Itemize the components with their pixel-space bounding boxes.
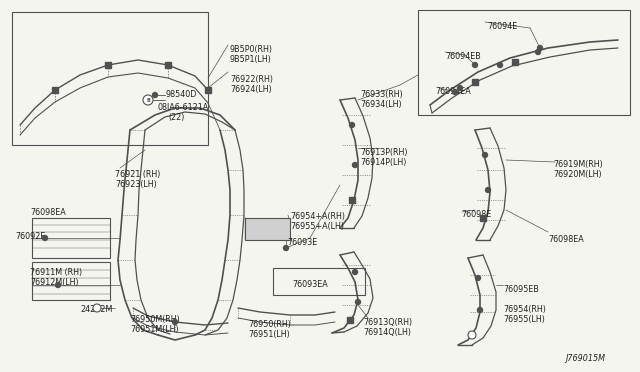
Circle shape xyxy=(353,163,358,167)
Text: 76094EA: 76094EA xyxy=(435,87,471,96)
Text: 76933(RH)
76934(LH): 76933(RH) 76934(LH) xyxy=(360,90,403,109)
Text: B: B xyxy=(146,97,150,103)
Text: 24272M: 24272M xyxy=(80,305,113,314)
Circle shape xyxy=(468,331,476,339)
Text: 76095EB: 76095EB xyxy=(503,285,539,294)
Bar xyxy=(205,87,211,93)
Circle shape xyxy=(284,246,289,250)
Bar xyxy=(105,62,111,68)
Text: 76098EA: 76098EA xyxy=(548,235,584,244)
Bar xyxy=(349,197,355,203)
Text: 76913P(RH)
76914P(LH): 76913P(RH) 76914P(LH) xyxy=(360,148,408,167)
Circle shape xyxy=(477,308,483,312)
Text: 08IA6-6121A: 08IA6-6121A xyxy=(157,103,208,112)
Circle shape xyxy=(93,304,101,312)
Circle shape xyxy=(536,49,541,55)
Bar xyxy=(52,87,58,93)
Circle shape xyxy=(458,86,463,90)
Text: 76094EB: 76094EB xyxy=(445,52,481,61)
Text: 76921 (RH)
76923(LH): 76921 (RH) 76923(LH) xyxy=(115,170,161,189)
Circle shape xyxy=(355,299,360,305)
Circle shape xyxy=(152,93,157,97)
Text: 76954+A(RH)
76955+A(LH): 76954+A(RH) 76955+A(LH) xyxy=(290,212,345,231)
Bar xyxy=(418,10,630,115)
Circle shape xyxy=(497,62,502,67)
Bar xyxy=(273,268,365,295)
Text: 76093EA: 76093EA xyxy=(292,280,328,289)
Bar xyxy=(480,215,486,221)
Bar xyxy=(12,12,208,145)
Circle shape xyxy=(349,122,355,128)
Bar xyxy=(165,62,171,68)
Circle shape xyxy=(452,90,458,94)
Circle shape xyxy=(476,276,481,280)
Circle shape xyxy=(472,62,477,67)
Text: 76919M(RH)
76920M(LH): 76919M(RH) 76920M(LH) xyxy=(553,160,603,179)
Text: 98540D: 98540D xyxy=(165,90,196,99)
Text: 9B5P0(RH)
9B5P1(LH): 9B5P0(RH) 9B5P1(LH) xyxy=(230,45,273,64)
Bar xyxy=(32,218,110,258)
Text: 76094E: 76094E xyxy=(487,22,517,31)
Circle shape xyxy=(353,269,358,275)
Text: 76098EA: 76098EA xyxy=(30,208,66,217)
Text: 76954(RH)
76955(LH): 76954(RH) 76955(LH) xyxy=(503,305,546,324)
Text: 76092E: 76092E xyxy=(15,232,45,241)
Bar xyxy=(32,262,110,300)
Text: J769015M: J769015M xyxy=(565,354,605,363)
Text: 76950M(RH)
76951M(LH): 76950M(RH) 76951M(LH) xyxy=(130,315,180,334)
Circle shape xyxy=(42,235,47,241)
Text: 76950(RH)
76951(LH): 76950(RH) 76951(LH) xyxy=(248,320,291,339)
Bar xyxy=(512,59,518,65)
Text: 76911M (RH)
76912M(LH): 76911M (RH) 76912M(LH) xyxy=(30,268,82,288)
Text: 76098E: 76098E xyxy=(461,210,492,219)
Text: (22): (22) xyxy=(168,113,184,122)
Text: 76922(RH)
76924(LH): 76922(RH) 76924(LH) xyxy=(230,75,273,94)
Circle shape xyxy=(483,153,488,157)
Circle shape xyxy=(143,95,153,105)
Bar xyxy=(245,218,290,240)
Bar xyxy=(472,79,478,85)
Circle shape xyxy=(538,45,543,51)
Text: 76093E: 76093E xyxy=(287,238,317,247)
Text: 76913Q(RH)
76914Q(LH): 76913Q(RH) 76914Q(LH) xyxy=(363,318,412,337)
Circle shape xyxy=(173,320,177,324)
Circle shape xyxy=(56,282,61,288)
Bar xyxy=(347,317,353,323)
Circle shape xyxy=(486,187,490,192)
